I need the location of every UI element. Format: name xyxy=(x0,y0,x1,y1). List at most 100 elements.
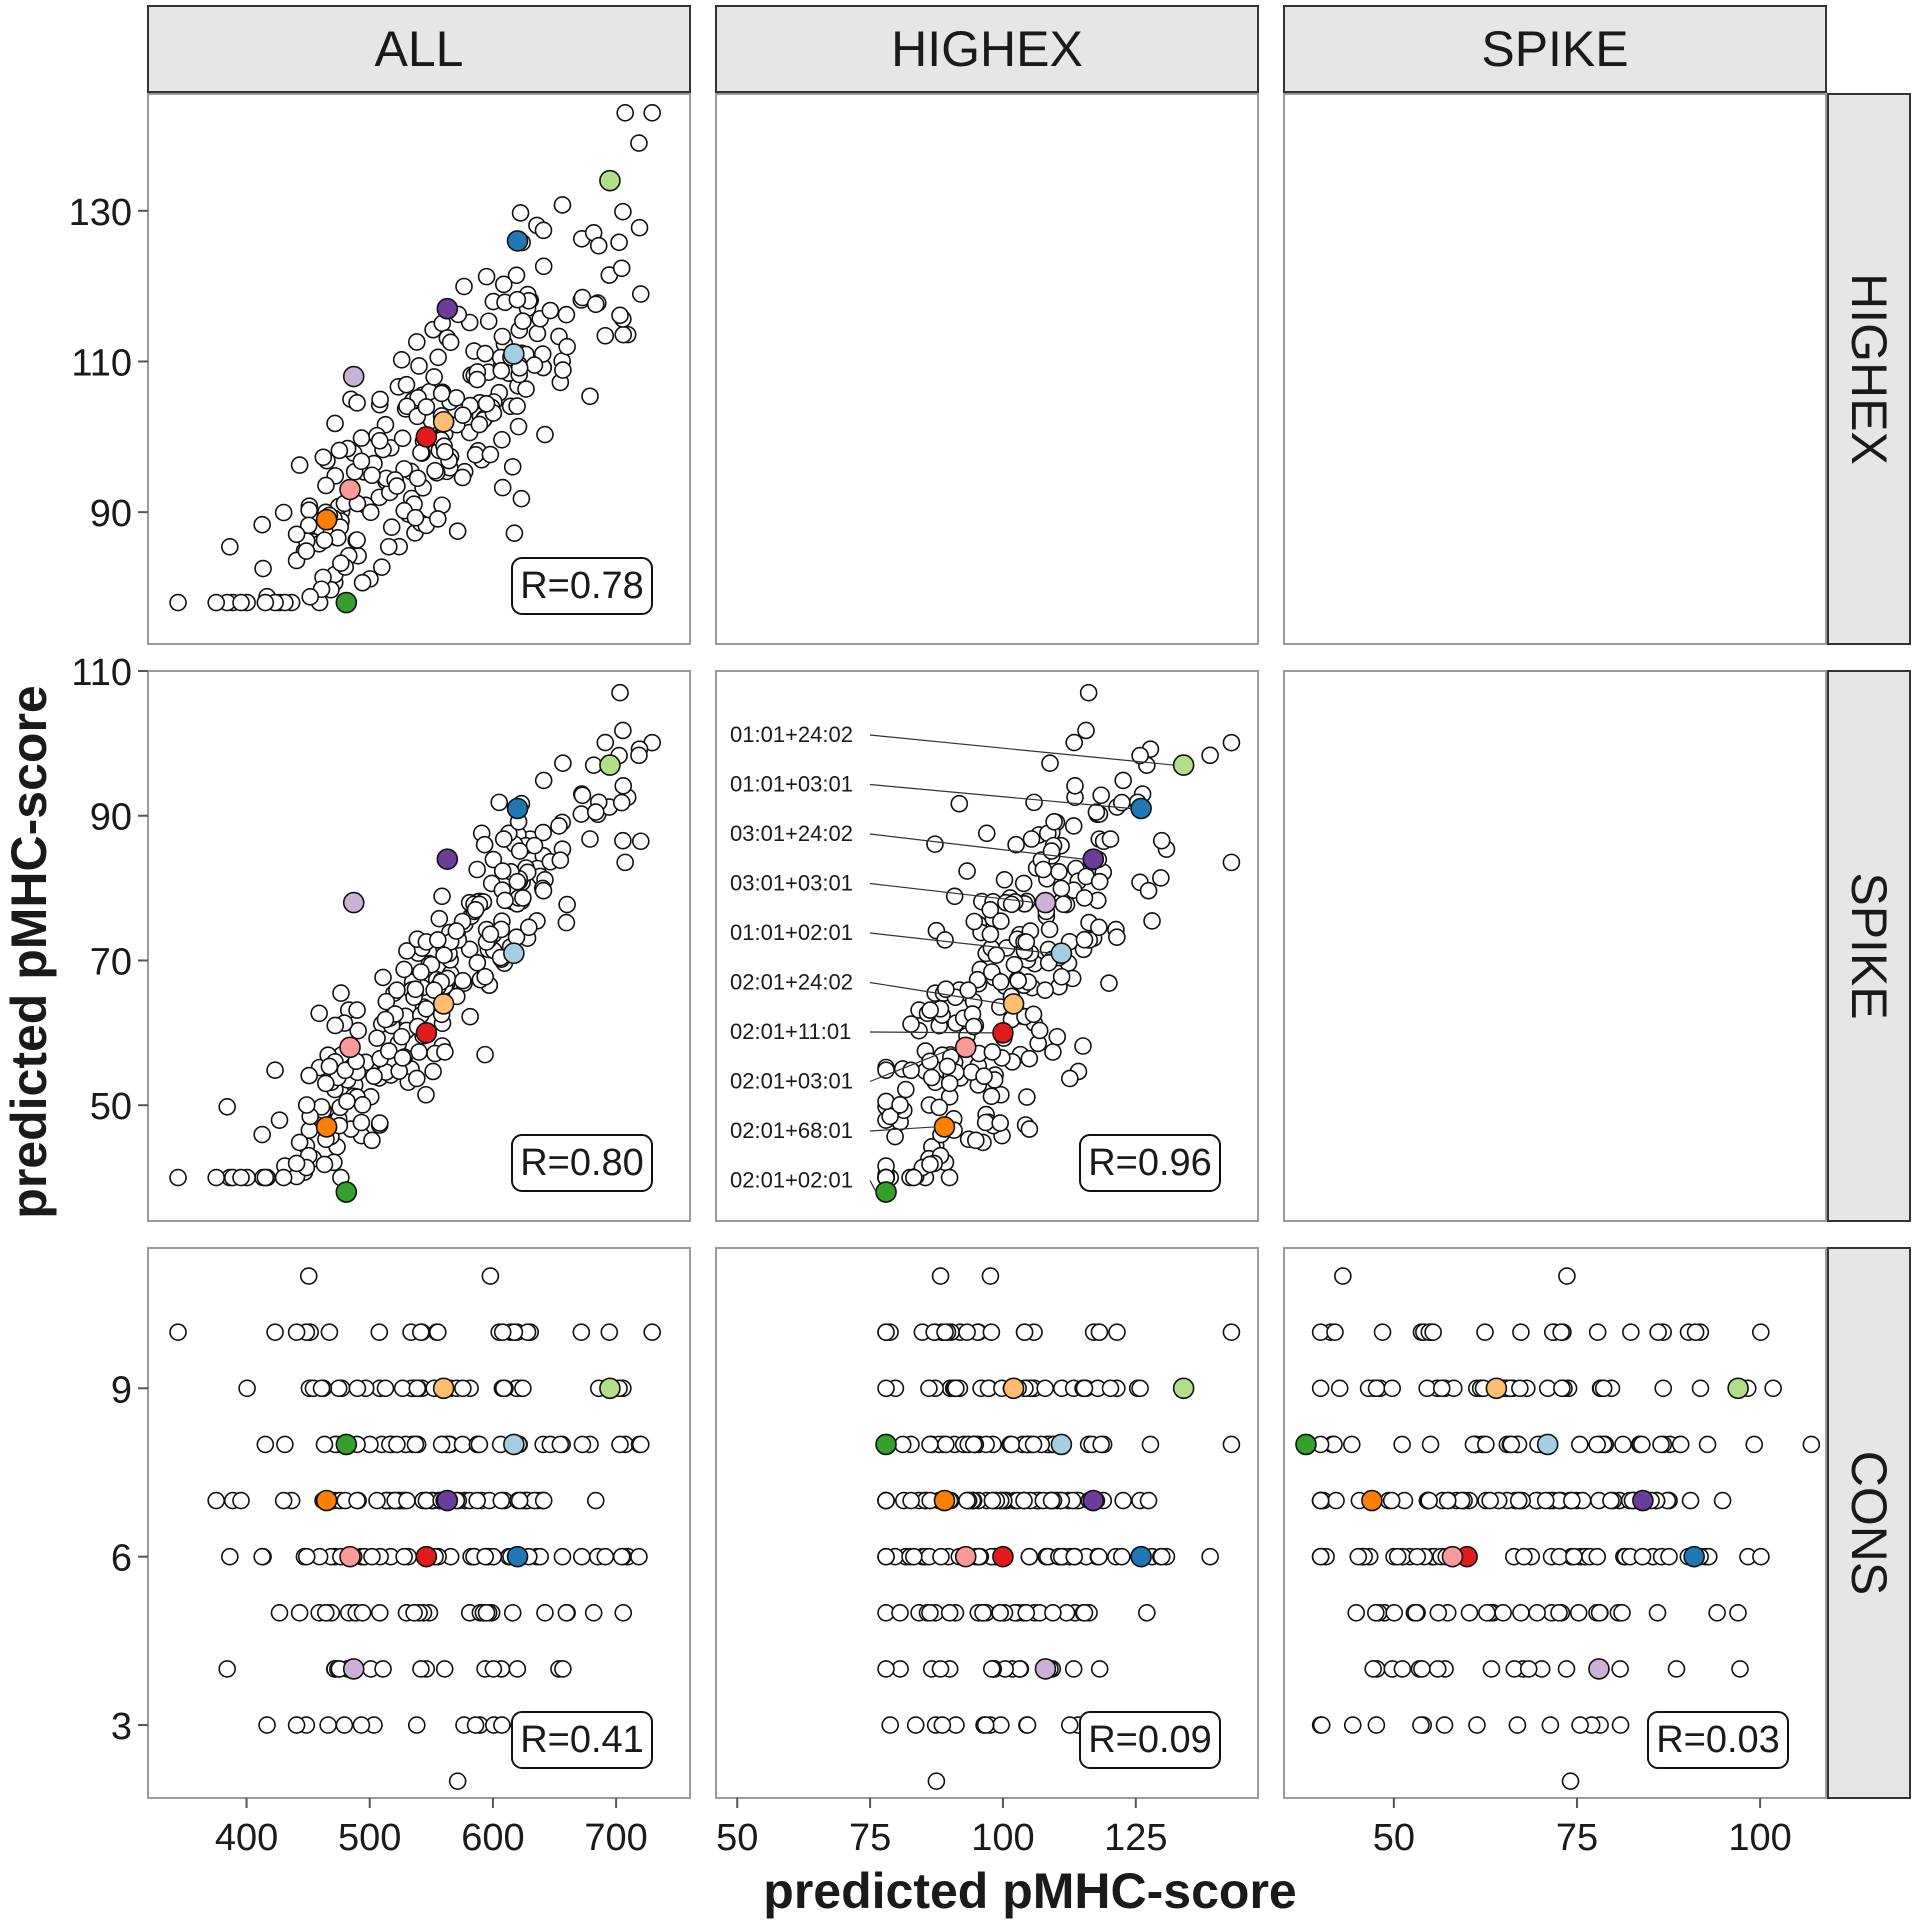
data-point xyxy=(493,862,512,880)
data-point xyxy=(1590,1603,1609,1622)
data-point xyxy=(926,835,944,853)
data-point xyxy=(1565,1547,1583,1566)
data-point xyxy=(1042,1491,1061,1510)
highlight-point xyxy=(1536,1433,1559,1456)
panel-points xyxy=(875,1267,1241,1790)
data-point xyxy=(448,522,467,540)
data-point xyxy=(1550,1547,1569,1566)
empty-panel xyxy=(715,93,1259,645)
data-point xyxy=(877,1491,895,1510)
data-point xyxy=(1561,1772,1580,1790)
highlight-point xyxy=(1361,1489,1383,1512)
data-point xyxy=(536,425,554,444)
data-point xyxy=(1015,1323,1034,1341)
x-tick-label: 600 xyxy=(461,1817,524,1859)
data-point xyxy=(1009,971,1027,990)
column-strip-label: ALL xyxy=(375,21,464,77)
data-point xyxy=(1611,1716,1630,1734)
y-axis-title: predicted pMHC-score xyxy=(1,685,57,1218)
data-point xyxy=(232,593,250,612)
data-point xyxy=(1571,1435,1589,1454)
label-leader-line xyxy=(869,1031,993,1034)
data-point xyxy=(353,1603,372,1622)
data-point xyxy=(468,1491,486,1510)
data-point xyxy=(616,853,634,872)
data-point xyxy=(573,786,592,805)
highlight-point xyxy=(415,1022,438,1044)
data-point xyxy=(551,1435,570,1454)
data-point xyxy=(448,1772,467,1790)
data-point xyxy=(1045,812,1063,831)
data-point xyxy=(363,1547,381,1566)
data-point xyxy=(581,830,599,848)
data-point xyxy=(1477,1435,1495,1454)
label-leader-line xyxy=(869,833,1084,860)
x-tick-label: 75 xyxy=(1556,1817,1598,1859)
data-point xyxy=(503,1603,522,1622)
data-point xyxy=(510,842,529,860)
data-point xyxy=(1385,1603,1404,1622)
data-point xyxy=(1652,1435,1670,1454)
highlight-point xyxy=(432,410,455,433)
data-point xyxy=(398,942,416,960)
data-point xyxy=(541,301,560,320)
data-point xyxy=(974,1603,992,1622)
data-point xyxy=(363,466,381,485)
data-point xyxy=(1502,1435,1521,1454)
data-point xyxy=(891,1603,909,1622)
data-point xyxy=(1330,1379,1349,1398)
data-point xyxy=(270,1603,289,1622)
data-point xyxy=(1383,1379,1401,1398)
data-point xyxy=(964,1017,983,1036)
data-point xyxy=(299,1267,318,1285)
data-point xyxy=(433,887,451,906)
data-point xyxy=(1413,1660,1431,1678)
data-point xyxy=(412,1323,430,1341)
data-point xyxy=(921,1603,939,1622)
data-point xyxy=(1802,1435,1821,1454)
data-point xyxy=(992,912,1010,931)
data-point xyxy=(511,204,530,222)
x-tick-label: 100 xyxy=(1728,1817,1791,1859)
empty-panel xyxy=(1283,93,1827,645)
genotype-label: 01:01+02:01 xyxy=(730,920,853,945)
data-point xyxy=(991,1114,1009,1132)
genotype-label: 02:01+24:02 xyxy=(730,970,853,995)
data-point xyxy=(417,1085,435,1104)
highlight-point xyxy=(315,508,338,531)
highlight-point xyxy=(1050,942,1073,965)
label-leader-line xyxy=(869,1126,935,1132)
data-point xyxy=(1075,889,1094,907)
data-point xyxy=(1131,1379,1149,1398)
data-point xyxy=(1553,1379,1571,1398)
data-point xyxy=(398,1491,416,1510)
data-point xyxy=(508,397,526,415)
data-point xyxy=(1764,1379,1782,1398)
data-point xyxy=(338,1092,356,1111)
data-point xyxy=(476,344,494,363)
data-point xyxy=(393,429,412,448)
data-point xyxy=(258,1716,276,1734)
data-point xyxy=(315,1435,334,1454)
data-point xyxy=(287,1716,306,1734)
data-point xyxy=(940,1168,959,1187)
data-point xyxy=(405,1603,423,1622)
data-point xyxy=(631,285,650,303)
highlight-point xyxy=(1130,797,1152,820)
data-point xyxy=(392,1027,411,1046)
data-point xyxy=(1141,1435,1160,1454)
data-point xyxy=(1654,1379,1673,1398)
data-point xyxy=(238,1379,256,1398)
highlight-point xyxy=(339,478,361,501)
data-point xyxy=(1588,1323,1607,1341)
data-point xyxy=(492,1491,511,1510)
data-point xyxy=(1050,862,1068,881)
data-point xyxy=(514,312,532,331)
data-point xyxy=(1114,771,1132,790)
data-point xyxy=(169,1323,187,1341)
data-point xyxy=(332,984,350,1002)
highlight-point xyxy=(1034,891,1057,914)
data-point xyxy=(643,1323,661,1341)
data-point xyxy=(931,1267,950,1285)
data-point xyxy=(1100,974,1118,992)
